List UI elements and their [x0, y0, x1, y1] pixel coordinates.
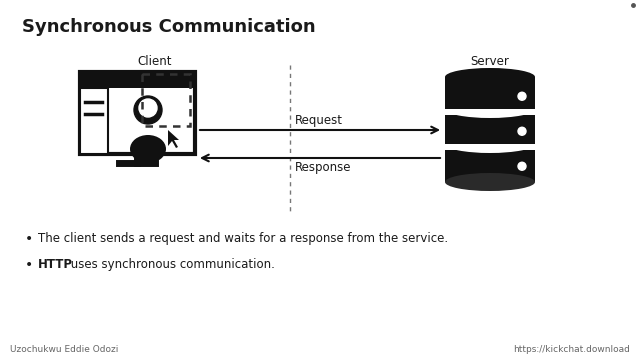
Bar — [445, 144, 535, 150]
Ellipse shape — [445, 100, 535, 118]
Circle shape — [518, 127, 526, 135]
Bar — [80, 72, 195, 154]
Circle shape — [139, 99, 157, 117]
Text: Client: Client — [138, 55, 172, 68]
Circle shape — [518, 92, 526, 100]
Bar — [445, 91, 535, 109]
Ellipse shape — [445, 173, 535, 191]
Circle shape — [518, 162, 526, 170]
Text: Request: Request — [295, 114, 343, 127]
Bar — [80, 88, 108, 154]
Bar — [445, 126, 535, 144]
Bar — [80, 72, 195, 88]
Text: Server: Server — [470, 55, 509, 68]
Text: Uzochukwu Eddie Odozi: Uzochukwu Eddie Odozi — [10, 345, 118, 354]
Text: uses synchronous communication.: uses synchronous communication. — [67, 258, 275, 271]
Ellipse shape — [445, 68, 535, 86]
Ellipse shape — [445, 135, 535, 153]
Text: •: • — [25, 258, 33, 272]
Polygon shape — [168, 130, 179, 148]
Bar — [445, 109, 535, 115]
Text: Synchronous Communication: Synchronous Communication — [22, 18, 316, 36]
Text: The client sends a request and waits for a response from the service.: The client sends a request and waits for… — [38, 232, 448, 245]
Circle shape — [134, 96, 162, 124]
Text: •: • — [25, 232, 33, 246]
Text: HTTP: HTTP — [38, 258, 73, 271]
Bar — [108, 72, 195, 154]
Bar — [445, 77, 535, 182]
Ellipse shape — [130, 135, 166, 163]
Text: Response: Response — [295, 161, 351, 174]
Bar — [142, 74, 190, 126]
Text: https://kickchat.download: https://kickchat.download — [513, 345, 630, 354]
